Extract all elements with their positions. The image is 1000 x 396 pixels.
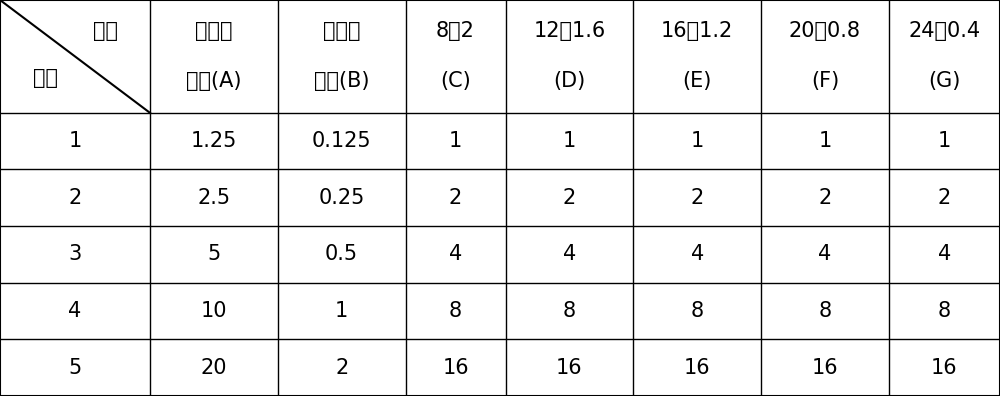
Text: 8: 8 — [691, 301, 704, 321]
Text: 1: 1 — [68, 131, 82, 151]
Text: 1.25: 1.25 — [191, 131, 237, 151]
Text: 1: 1 — [449, 131, 462, 151]
Text: 12：1.6: 12：1.6 — [533, 21, 606, 42]
Text: 2: 2 — [938, 188, 951, 208]
Text: 氟磺胺: 氟磺胺 — [195, 21, 233, 42]
Text: 10: 10 — [201, 301, 227, 321]
Text: 处理: 处理 — [92, 21, 118, 41]
Text: 0.25: 0.25 — [318, 188, 365, 208]
Text: 5: 5 — [207, 244, 221, 265]
Text: 1: 1 — [335, 301, 348, 321]
Text: 16: 16 — [684, 358, 711, 378]
Text: 水平: 水平 — [32, 68, 58, 88]
Text: 16：1.2: 16：1.2 — [661, 21, 733, 42]
Text: 2: 2 — [449, 188, 462, 208]
Text: 2: 2 — [563, 188, 576, 208]
Text: 16: 16 — [931, 358, 958, 378]
Text: 草胺(B): 草胺(B) — [314, 71, 369, 91]
Text: 3: 3 — [68, 244, 82, 265]
Text: 1: 1 — [563, 131, 576, 151]
Text: (E): (E) — [683, 71, 712, 91]
Text: 8: 8 — [818, 301, 832, 321]
Text: 0.125: 0.125 — [312, 131, 371, 151]
Text: 16: 16 — [556, 358, 583, 378]
Text: 2: 2 — [691, 188, 704, 208]
Text: 4: 4 — [563, 244, 576, 265]
Text: 2: 2 — [68, 188, 82, 208]
Text: 2: 2 — [818, 188, 832, 208]
Text: 8: 8 — [938, 301, 951, 321]
Text: 氯酩磺: 氯酩磺 — [323, 21, 360, 42]
Text: 2.5: 2.5 — [197, 188, 230, 208]
Text: 4: 4 — [691, 244, 704, 265]
Text: (F): (F) — [811, 71, 839, 91]
Text: 20: 20 — [201, 358, 227, 378]
Text: (G): (G) — [928, 71, 961, 91]
Text: 4: 4 — [68, 301, 82, 321]
Text: 16: 16 — [442, 358, 469, 378]
Text: 草醇(A): 草醇(A) — [186, 71, 242, 91]
Text: 4: 4 — [818, 244, 832, 265]
Text: 0.5: 0.5 — [325, 244, 358, 265]
Text: 4: 4 — [449, 244, 462, 265]
Text: 2: 2 — [335, 358, 348, 378]
Text: (D): (D) — [553, 71, 586, 91]
Text: 1: 1 — [818, 131, 832, 151]
Text: (C): (C) — [440, 71, 471, 91]
Text: 4: 4 — [938, 244, 951, 265]
Text: 16: 16 — [812, 358, 838, 378]
Text: 24：0.4: 24：0.4 — [908, 21, 981, 42]
Text: 20：0.8: 20：0.8 — [789, 21, 861, 42]
Text: 8: 8 — [449, 301, 462, 321]
Text: 1: 1 — [691, 131, 704, 151]
Text: 8：2: 8：2 — [436, 21, 475, 42]
Text: 1: 1 — [938, 131, 951, 151]
Text: 5: 5 — [68, 358, 82, 378]
Text: 8: 8 — [563, 301, 576, 321]
